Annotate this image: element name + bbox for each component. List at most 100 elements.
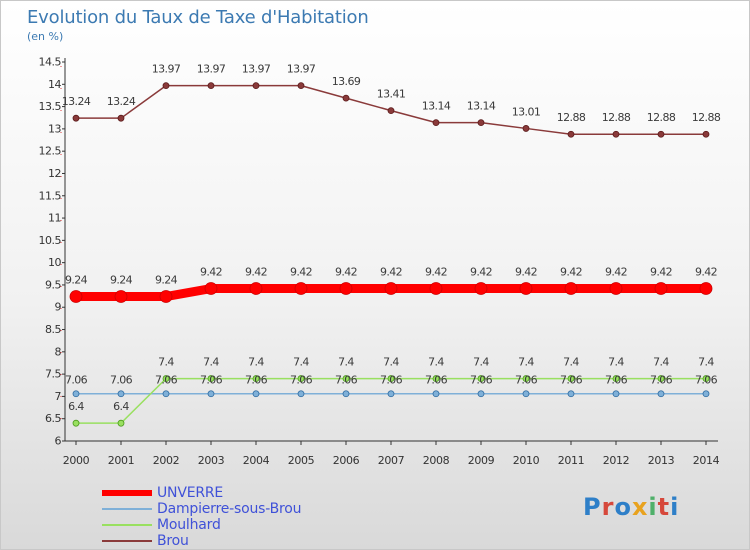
data-point-brou (297, 82, 305, 90)
data-point-dampierre-sous-brou (207, 390, 215, 398)
data-labels-moulhard: 6.4 6.4 7.4 7.4 7.4 7.4 7.4 7.4 7.4 7.4 7.4 7.4 7.4 7… (68, 356, 715, 414)
x-tick-label: 2013 (648, 454, 675, 467)
data-label-dampierre-sous-brou: 7.06 (650, 374, 673, 387)
data-label-unverre: 9.42 (245, 266, 267, 279)
data-label-brou: 13.97 (287, 63, 316, 76)
data-point-unverre (564, 282, 578, 295)
data-label-unverre: 9.24 (65, 274, 88, 287)
y-tick-label: 11 (48, 212, 61, 225)
data-point-brou (612, 130, 620, 138)
data-point-brou (162, 82, 170, 90)
data-point-dampierre-sous-brou (612, 390, 620, 398)
data-label-brou: 13.01 (512, 105, 541, 118)
data-label-moulhard: 6.4 (68, 400, 84, 413)
data-point-brou (117, 114, 125, 122)
data-label-dampierre-sous-brou: 7.06 (200, 374, 223, 387)
x-tick-label: 2007 (378, 454, 405, 467)
data-label-moulhard: 7.4 (518, 356, 534, 369)
data-point-moulhard (207, 375, 215, 382)
y-tick-label: 10.5 (39, 234, 62, 247)
y-tick-label: 8 (55, 345, 62, 358)
data-point-brou (702, 130, 710, 138)
data-label-brou: 13.97 (242, 63, 271, 76)
data-label-brou: 12.88 (557, 111, 586, 124)
data-label-unverre: 9.42 (425, 266, 447, 279)
x-tick-label: 2014 (693, 454, 720, 467)
data-label-dampierre-sous-brou: 7.06 (65, 374, 88, 387)
chart-title: Evolution du Taux de Taxe d'Habitation (27, 7, 369, 28)
data-label-unverre: 9.42 (650, 266, 672, 279)
data-label-brou: 12.88 (602, 111, 631, 124)
data-point-moulhard (252, 375, 260, 382)
data-labels-brou: 13.24 13.24 13.97 13.97 13.97 13.97 13.69 13.41… (62, 63, 722, 125)
data-label-moulhard: 7.4 (248, 356, 264, 369)
data-label-moulhard: 7.4 (158, 356, 174, 369)
data-point-unverre (699, 282, 713, 295)
data-label-unverre: 9.42 (605, 266, 627, 279)
data-point-unverre (114, 290, 128, 303)
data-label-unverre: 9.42 (200, 266, 222, 279)
data-point-brou (522, 125, 530, 132)
data-label-dampierre-sous-brou: 7.06 (155, 374, 178, 387)
data-label-unverre: 9.24 (110, 274, 133, 287)
x-tick-label: 2012 (603, 454, 629, 467)
data-label-unverre: 9.42 (515, 266, 537, 279)
data-point-unverre (249, 282, 263, 295)
data-label-brou: 12.88 (692, 111, 721, 124)
data-point-unverre (654, 282, 668, 295)
data-label-moulhard: 7.4 (203, 356, 219, 369)
y-tick-label: 8.5 (45, 323, 61, 336)
x-tick-label: 2005 (288, 454, 315, 467)
y-tick-label: 12.5 (39, 145, 62, 158)
data-point-moulhard (567, 375, 575, 382)
data-point-dampierre-sous-brou (522, 390, 530, 398)
data-label-brou: 13.24 (62, 95, 91, 108)
data-point-moulhard (477, 375, 485, 382)
data-point-dampierre-sous-brou (387, 390, 395, 398)
data-label-moulhard: 7.4 (428, 356, 444, 369)
y-tick-label: 10 (48, 256, 61, 269)
data-point-moulhard (297, 375, 305, 382)
y-tick-label: 13 (48, 122, 61, 135)
data-point-unverre (69, 290, 83, 303)
legend-swatch-brou (102, 540, 152, 542)
data-label-dampierre-sous-brou: 7.06 (290, 374, 313, 387)
data-label-dampierre-sous-brou: 7.06 (425, 374, 448, 387)
series-moulhard (72, 375, 710, 427)
series-dampierre-sous-brou (72, 390, 710, 398)
data-point-unverre (429, 282, 443, 295)
y-tick-label: 14.5 (39, 56, 62, 69)
data-label-moulhard: 7.4 (473, 356, 489, 369)
data-point-unverre (474, 282, 488, 295)
data-point-dampierre-sous-brou (477, 390, 485, 398)
data-point-moulhard (117, 419, 125, 427)
y-tick-label: 9.5 (45, 278, 61, 291)
data-label-unverre: 9.42 (560, 266, 582, 279)
data-label-dampierre-sous-brou: 7.06 (335, 374, 358, 387)
data-label-brou: 13.69 (332, 75, 361, 88)
x-tick-label: 2000 (63, 454, 90, 467)
y-tick-label: 14 (48, 78, 61, 91)
data-point-moulhard (342, 375, 350, 382)
data-label-brou: 13.24 (107, 95, 136, 108)
data-point-dampierre-sous-brou (162, 390, 170, 398)
data-label-moulhard: 7.4 (608, 356, 624, 369)
data-point-moulhard (162, 375, 170, 382)
legend-label-dampierre: Dampierre-sous-Brou (157, 501, 302, 517)
data-point-dampierre-sous-brou (252, 390, 260, 398)
data-point-unverre (384, 282, 398, 295)
data-label-brou: 13.97 (152, 63, 181, 76)
data-point-dampierre-sous-brou (657, 390, 665, 398)
legend-label-brou: Brou (157, 533, 189, 549)
data-point-unverre (339, 282, 353, 295)
data-label-dampierre-sous-brou: 7.06 (560, 374, 583, 387)
data-point-brou (657, 130, 665, 138)
data-label-moulhard: 7.4 (383, 356, 399, 369)
data-point-moulhard (657, 375, 665, 382)
data-point-brou (252, 82, 260, 90)
y-tick-label: 7 (55, 390, 62, 403)
data-label-dampierre-sous-brou: 7.06 (380, 374, 403, 387)
data-label-brou: 12.88 (647, 111, 676, 124)
